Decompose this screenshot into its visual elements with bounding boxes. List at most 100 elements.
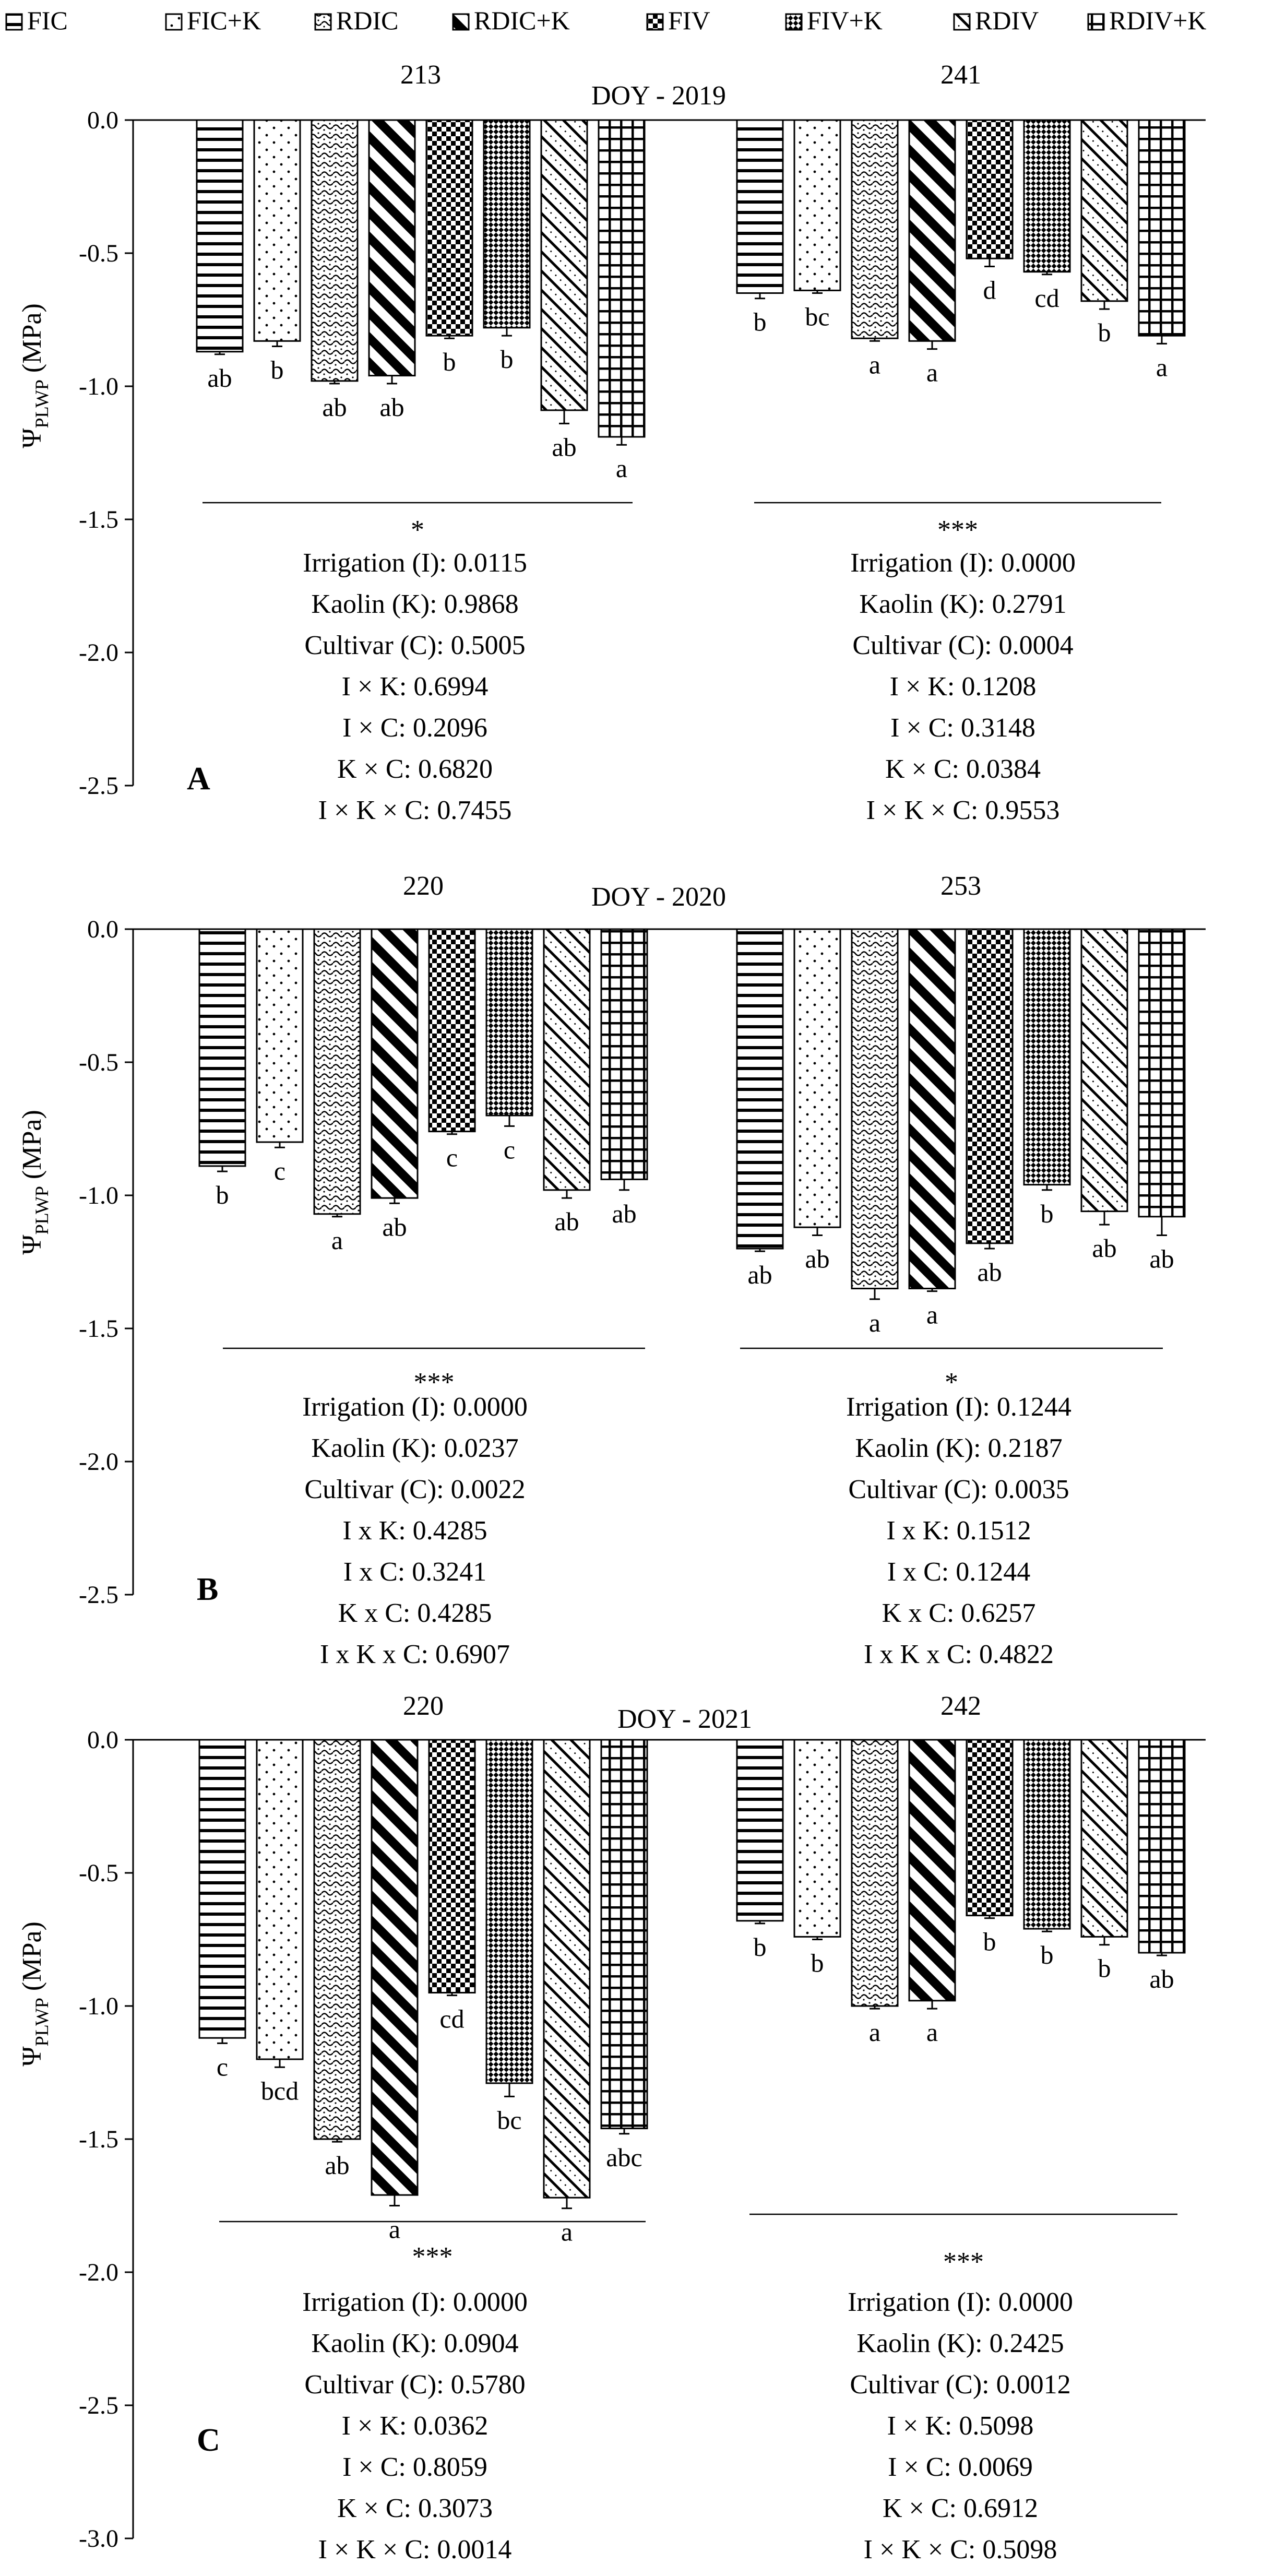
letter-label: ab [747,1260,772,1289]
letter-label: a [926,2017,938,2047]
bar-fiv [425,119,473,337]
letter-label: ab [554,1207,579,1236]
doy-group-241: 241 b bc a a d cd b a ***Irrigation (I): 0.0000 Ka… [736,60,1186,825]
doy-label: 242 [940,1691,981,1721]
legend-label: RDIC [336,6,398,35]
bar-fiv [428,1739,476,1993]
stats-line: I × K: 0.5098 [887,2411,1034,2441]
y-axis-title-symbol: Ψ [17,428,47,448]
y-tick-label: -2.5 [79,1581,118,1609]
letter-label: b [1041,1940,1054,1969]
panel-title: DOY - 2020 [591,882,726,912]
y-axis-title-sub: PLWP [31,1186,52,1234]
legend-swatch [165,13,183,31]
letter-label: cd [1034,283,1059,313]
stats-line: I × K × C: 0.7455 [318,796,512,825]
letter-label: a [616,454,627,483]
legend-label: FIC [27,6,68,35]
bar-fic-plus-k [793,119,841,291]
y-axis-title-symbol: Ψ [17,1234,47,1255]
y-tick-label: -2.5 [79,772,118,800]
letter-label: a [331,1226,343,1255]
letter-label: a [869,350,880,379]
stats-line: Irrigation (I): 0.0000 [302,2287,528,2317]
significance-marker: * [411,515,424,545]
stats-line: K × C: 0.0384 [885,754,1041,784]
bar-fic-plus-k [793,928,841,1228]
bar-fiv-plus-k [485,1739,533,2084]
bar-rdiv-plus-k [600,1739,648,2130]
legend-item-rdiv-plus-k: RDIV+K [1087,6,1207,35]
bar-fic [196,119,244,353]
bar-rdiv-plus-k [598,119,646,438]
letter-label: ab [1149,1244,1174,1274]
letter-label: ab [379,393,404,422]
stats-line: K × C: 0.6912 [883,2494,1038,2523]
doy-label: 253 [940,871,981,901]
bar-rdiv [1080,119,1128,302]
legend-label: FIV [668,6,710,35]
letter-label: a [926,1300,938,1329]
legend-label: RDIV+K [1109,6,1207,35]
stats-line: I × K × C: 0.9553 [866,796,1060,825]
significance-marker: *** [412,2242,453,2272]
stats-line: Cultivar (C): 0.5005 [304,631,525,660]
stats-line: Cultivar (C): 0.0022 [304,1475,525,1504]
stats-line: I × C: 0.8059 [342,2452,487,2482]
stats-line: Irrigation (I): 0.0000 [848,2287,1073,2317]
legend-swatch [785,13,803,31]
legend-item-rdic-plus-k: RDIC+K [452,6,570,35]
y-tick-label: -1.0 [79,373,118,400]
legend-swatch [452,13,470,31]
y-tick-label: -0.5 [79,1049,118,1076]
bar-fiv-plus-k [1023,1739,1071,1930]
stats-line: Kaolin (K): 0.9868 [311,589,518,619]
stats-line: I × K: 0.1208 [890,672,1037,702]
y-tick-label: 0.0 [87,106,118,134]
bar-rdiv [1080,1739,1128,1938]
legend-swatch [5,13,23,31]
stats-line: I x C: 0.3241 [343,1557,486,1587]
letter-label: ab [1092,1233,1116,1263]
letter-label: ab [552,432,576,461]
bar-rdic [313,928,361,1215]
bar-rdiv-plus-k [600,928,648,1180]
doy-label: 220 [403,871,444,901]
letter-label: abc [606,2143,642,2172]
stats-line: Cultivar (C): 0.0035 [848,1475,1069,1504]
letter-label: b [443,347,456,376]
letter-label: a [1156,352,1168,382]
stats-line: Irrigation (I): 0.0000 [850,548,1076,578]
stats-line: I x C: 0.1244 [887,1557,1030,1587]
bar-rdic [851,119,899,339]
bar-rdic-plus-k [371,928,419,1199]
y-tick-label: -1.0 [79,1992,118,2020]
letter-label: ab [805,1244,829,1274]
y-tick-label: -3.0 [79,2525,118,2553]
y-axis-title-sub: PLWP [31,1998,52,2046]
doy-group-220: 220 c bcd ab a cd bc a abc *** Irrigation (I): 0.0… [198,1691,648,2565]
stats-line: I × C: 0.0069 [888,2452,1033,2482]
stats-line: Kaolin (K): 0.2425 [856,2329,1064,2358]
stats-line: Kaolin (K): 0.0237 [311,1433,518,1463]
letter-label: c [217,2052,228,2081]
stats-line: I × C: 0.3148 [890,713,1035,743]
panel-title: DOY - 2021 [617,1704,752,1734]
letter-label: cd [439,2004,464,2034]
letter-label: ab [1149,1964,1174,1993]
y-axis-title-unit: (MPa) [17,1110,47,1186]
bar-fic-plus-k [256,928,304,1143]
y-tick-label: -1.5 [79,1315,118,1343]
stats-line: K x C: 0.6257 [882,1598,1036,1628]
stats-line: I × K: 0.6994 [342,672,489,702]
stats-line: Irrigation (I): 0.0115 [303,548,527,578]
letter-label: a [389,2215,400,2244]
significance-marker: *** [937,515,978,545]
legend-swatch [1087,13,1105,31]
letter-label: ab [382,1212,407,1241]
bar-fic-plus-k [253,119,301,342]
letter-label: b [983,1927,996,1956]
stats-line: I x K x C: 0.4822 [864,1640,1054,1669]
